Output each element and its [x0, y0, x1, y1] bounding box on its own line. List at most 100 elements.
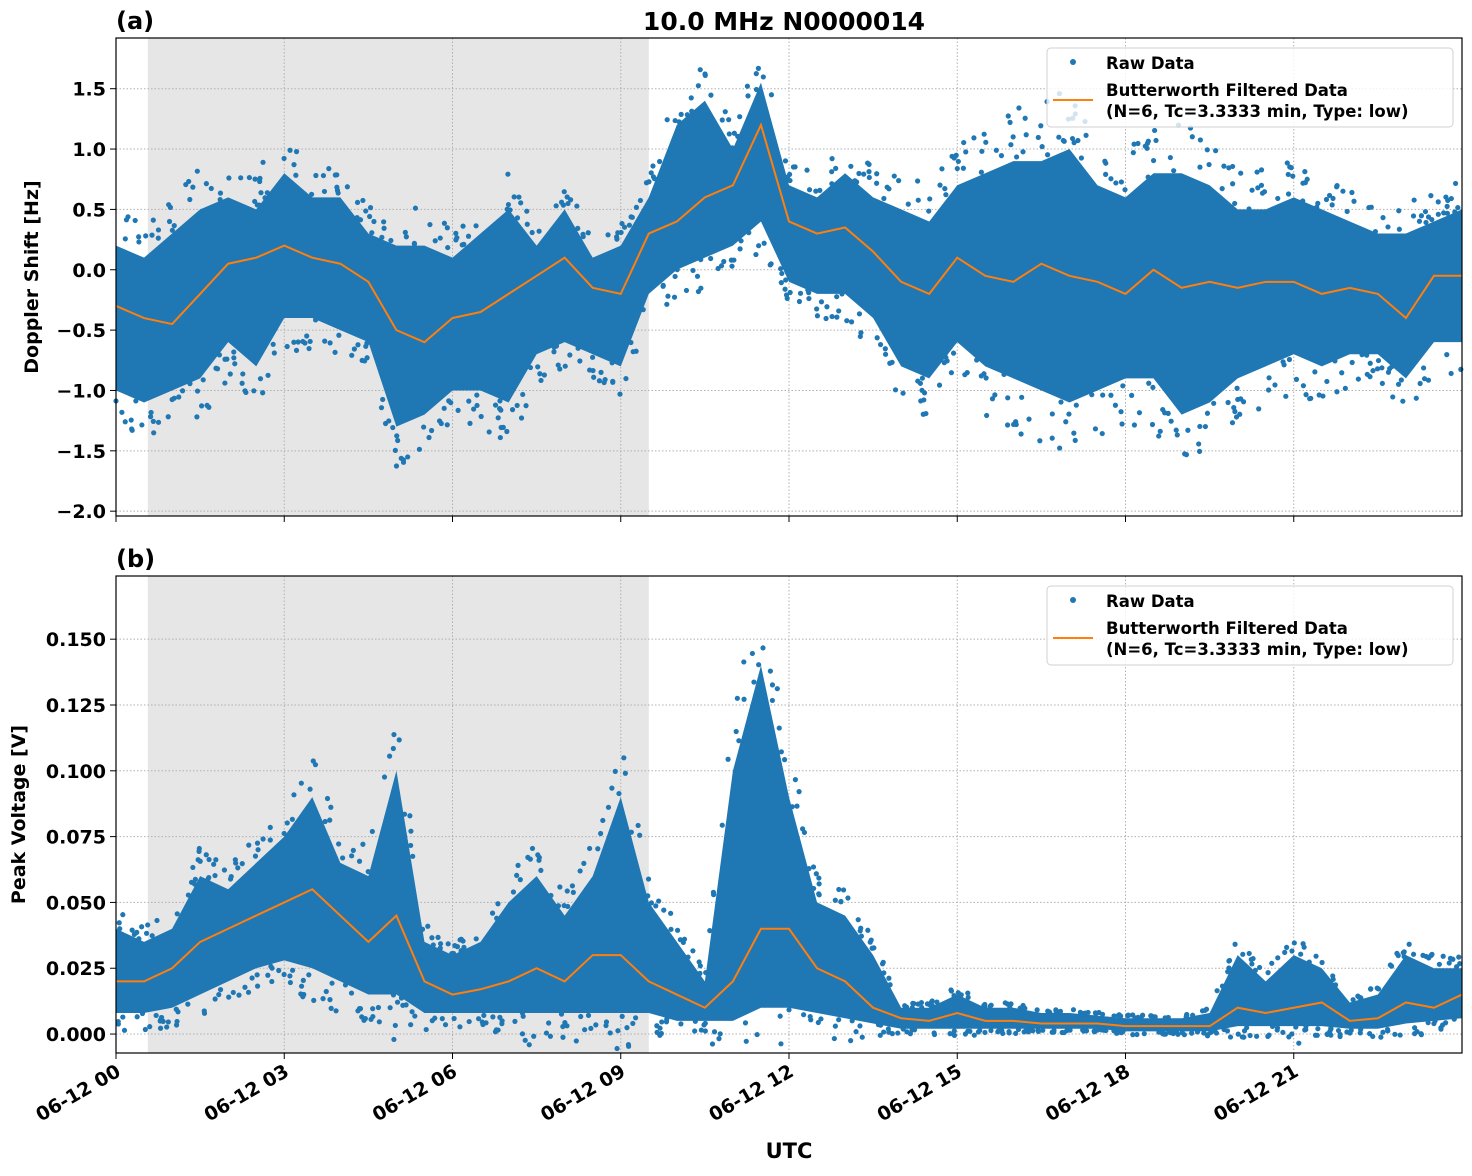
raw-data-point	[1290, 173, 1296, 179]
raw-data-point	[889, 1031, 895, 1037]
raw-data-point	[1428, 952, 1434, 959]
raw-data-point	[1238, 170, 1244, 176]
raw-data-point	[800, 826, 806, 832]
raw-data-point	[547, 1033, 554, 1039]
raw-data-point	[1425, 377, 1432, 383]
raw-data-point	[1129, 392, 1135, 398]
raw-data-point	[169, 227, 175, 233]
raw-data-point	[735, 133, 741, 139]
raw-data-point	[543, 1030, 550, 1036]
raw-data-point	[524, 221, 530, 227]
raw-data-point	[1379, 380, 1385, 387]
raw-data-point	[1005, 113, 1011, 119]
raw-data-point	[206, 874, 212, 881]
raw-data-point	[165, 414, 171, 420]
raw-data-point	[306, 345, 312, 352]
raw-data-point	[943, 192, 949, 198]
raw-data-point	[621, 755, 627, 761]
raw-data-point	[216, 992, 222, 998]
raw-data-point	[967, 1028, 973, 1034]
raw-data-point	[651, 176, 658, 182]
raw-data-point	[553, 203, 559, 209]
raw-data-point	[1235, 1031, 1241, 1037]
raw-data-point	[958, 992, 964, 998]
raw-data-point	[536, 228, 542, 234]
raw-data-point	[832, 1023, 838, 1029]
raw-data-point	[1094, 1027, 1101, 1033]
raw-data-point	[400, 1002, 406, 1008]
raw-data-point	[256, 202, 262, 208]
raw-data-point	[381, 225, 387, 231]
raw-data-point	[536, 857, 542, 863]
raw-data-point	[1293, 1024, 1299, 1030]
raw-data-point	[983, 139, 989, 145]
raw-data-point	[246, 174, 252, 181]
raw-data-point	[1254, 1033, 1260, 1039]
raw-data-point	[133, 398, 139, 404]
raw-data-point	[742, 1020, 749, 1026]
raw-data-band	[116, 665, 1462, 1032]
raw-data-point	[646, 179, 652, 185]
raw-data-point	[1259, 190, 1266, 196]
raw-data-point	[327, 340, 333, 346]
raw-data-point	[423, 1026, 429, 1033]
raw-data-point	[291, 162, 297, 168]
raw-data-point	[120, 1014, 126, 1020]
raw-data-point	[1272, 382, 1278, 388]
raw-data-point	[887, 982, 893, 988]
raw-data-point	[1291, 940, 1297, 946]
panel-b: 0.000 0.025 0.050 0.075 0.100 0.125 0.150 (b) Pe…	[8, 545, 1463, 1126]
raw-data-point	[509, 407, 516, 413]
raw-data-point	[614, 234, 620, 240]
raw-data-point	[471, 406, 477, 412]
raw-data-point	[438, 420, 444, 427]
raw-data-point	[995, 1028, 1002, 1034]
raw-data-point	[1153, 137, 1159, 144]
raw-data-point	[142, 1026, 148, 1033]
raw-data-point	[548, 892, 554, 899]
raw-data-point	[619, 1013, 625, 1019]
raw-data-point	[680, 939, 686, 946]
raw-data-point	[441, 220, 448, 226]
raw-data-point	[298, 983, 305, 989]
raw-data-point	[149, 232, 155, 238]
raw-data-point	[1303, 392, 1309, 398]
raw-data-point	[1256, 964, 1263, 971]
raw-data-point	[281, 155, 287, 162]
raw-data-point	[371, 218, 377, 225]
raw-data-point	[1013, 154, 1020, 160]
raw-data-point	[410, 853, 416, 859]
raw-data-point	[628, 214, 634, 220]
raw-data-point	[1038, 123, 1044, 129]
raw-data-point	[926, 208, 932, 214]
raw-data-point	[1120, 1029, 1126, 1035]
raw-data-point	[240, 371, 246, 377]
raw-data-point	[136, 234, 142, 240]
raw-data-point	[176, 394, 182, 400]
raw-data-point	[390, 424, 396, 431]
legend-raw-label: Raw Data	[1106, 592, 1195, 611]
raw-data-point	[698, 1027, 704, 1033]
raw-data-point	[814, 306, 820, 312]
raw-data-point	[874, 180, 880, 186]
raw-data-point	[1265, 387, 1272, 393]
raw-data-point	[411, 241, 418, 247]
raw-data-point	[492, 402, 499, 408]
raw-data-point	[350, 847, 356, 853]
raw-data-point	[293, 347, 300, 353]
raw-data-point	[511, 194, 517, 200]
raw-data-point	[1425, 214, 1432, 220]
raw-data-point	[1190, 1012, 1196, 1018]
raw-data-point	[1196, 441, 1202, 447]
raw-data-point	[538, 867, 544, 874]
raw-data-point	[1385, 1028, 1391, 1034]
raw-data-point	[881, 1029, 887, 1035]
raw-data-point	[1335, 1027, 1342, 1034]
raw-data-point	[734, 695, 740, 701]
raw-data-point	[409, 1009, 415, 1015]
raw-data-point	[332, 172, 338, 178]
raw-data-point	[1435, 199, 1441, 205]
raw-data-point	[818, 299, 825, 305]
raw-data-point	[918, 398, 924, 404]
raw-data-point	[831, 1035, 837, 1042]
